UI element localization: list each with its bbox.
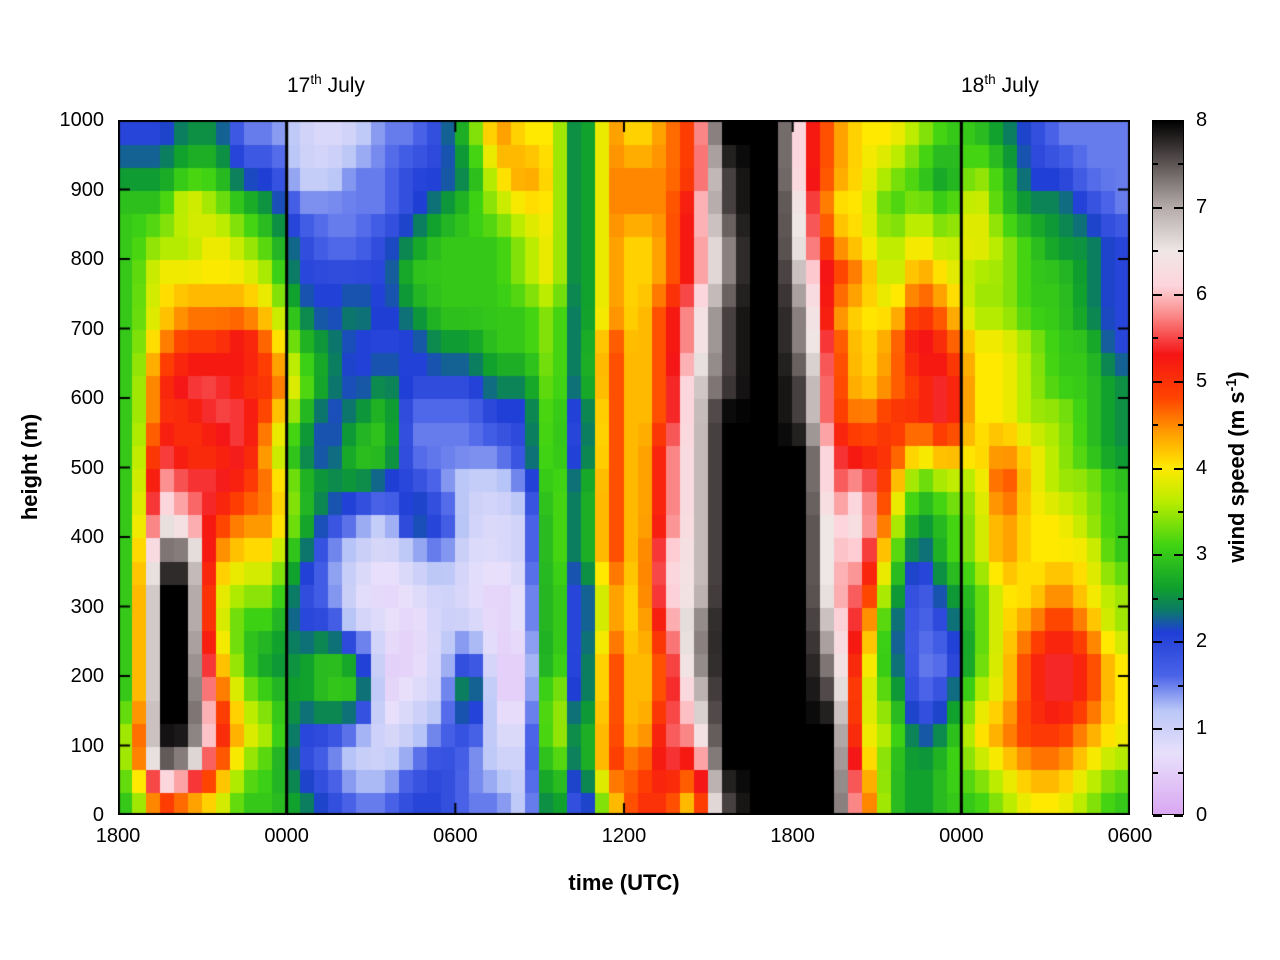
colorbar-tick-label: 1 [1196,717,1208,740]
colorbar-title-close: ) [1224,371,1250,379]
colorbar-tick-label: 2 [1196,630,1208,653]
y-tick-label: 1000 [59,109,105,131]
colorbar-tick-label: 8 [1196,109,1208,131]
colorbar-minor-tick [1153,424,1158,427]
colorbar-major-tick [1174,467,1183,470]
colorbar-major-tick [1174,380,1183,383]
colorbar-minor-tick [1178,337,1183,340]
colorbar-minor-tick [1178,424,1183,427]
colorbar-minor-tick [1153,771,1158,774]
colorbar-tick-label: 5 [1196,369,1208,392]
day2-number: 18 [961,74,985,97]
x-tick-label: 0000 [939,825,984,847]
y-axis-title: height (m) [17,413,42,521]
y-tick-label: 0 [92,804,104,826]
day1-ordinal: th [310,72,322,87]
x-tick-label: 0000 [264,825,309,847]
colorbar-major-tick [1153,293,1162,296]
colorbar-major-tick [1153,467,1162,470]
colorbar-tick-label: 6 [1196,282,1208,305]
annotation-17th-july: 17th July [287,72,365,98]
colorbar-minor-tick [1178,597,1183,600]
y-tick-label: 300 [70,595,104,618]
y-tick-label: 900 [70,178,104,201]
colorbar-major-tick [1174,293,1183,296]
x-tick-label: 1800 [770,825,815,847]
colorbar-title-text: wind speed (m s [1224,391,1250,563]
colorbar-tick-label: 4 [1196,456,1208,479]
colorbar-major-tick [1174,728,1183,731]
colorbar-minor-tick [1178,510,1183,513]
y-tick-label: 400 [70,526,104,548]
colorbar-title: wind speed (m s-1) [1224,371,1250,562]
y-tick-label: 100 [70,734,104,757]
colorbar-minor-tick [1178,771,1183,774]
annotation-18th-july: 18th July [961,72,1039,98]
x-tick-label: 0600 [1107,825,1153,847]
colorbar-major-tick [1153,554,1162,557]
colorbar-major-tick [1174,815,1183,817]
colorbar-minor-tick [1178,250,1183,253]
day2-ordinal: th [984,72,996,87]
colorbar-major-tick [1153,120,1162,122]
y-tick-label: 700 [70,317,104,340]
colorbar-major-tick [1174,206,1183,209]
colorbar-major-tick [1153,815,1162,817]
x-tick-label: 1200 [601,825,647,847]
day2-month: July [995,74,1039,97]
heatmap-canvas [118,120,1130,815]
x-tick-label: 0600 [433,825,478,847]
y-tick-label: 600 [70,387,104,409]
y-tick-label: 500 [70,456,104,479]
colorbar-minor-tick [1153,597,1158,600]
colorbar-minor-tick [1178,163,1183,166]
colorbar-minor-tick [1153,250,1158,253]
colorbar-major-tick [1153,380,1162,383]
colorbar-major-tick [1174,120,1183,122]
colorbar-minor-tick [1153,337,1158,340]
y-tick-label: 200 [70,665,104,687]
y-tick-label: 800 [70,248,104,270]
colorbar-tick-label: 3 [1196,543,1208,566]
x-tick-label: 1800 [95,825,141,847]
colorbar-title-exponent: -1 [1223,378,1240,392]
colorbar-major-tick [1153,728,1162,731]
day1-month: July [321,74,365,97]
colorbar-minor-tick [1178,684,1183,687]
colorbar-minor-tick [1153,163,1158,166]
colorbar-major-tick [1153,641,1162,644]
colorbar-minor-tick [1153,510,1158,513]
colorbar [1152,120,1184,817]
colorbar-tick-label: 0 [1196,804,1208,826]
colorbar-major-tick [1153,206,1162,209]
colorbar-major-tick [1174,641,1183,644]
day1-number: 17 [287,74,311,97]
colorbar-tick-label: 7 [1196,195,1208,218]
colorbar-major-tick [1174,554,1183,557]
x-axis-title: time (UTC) [568,870,680,895]
colorbar-minor-tick [1153,684,1158,687]
